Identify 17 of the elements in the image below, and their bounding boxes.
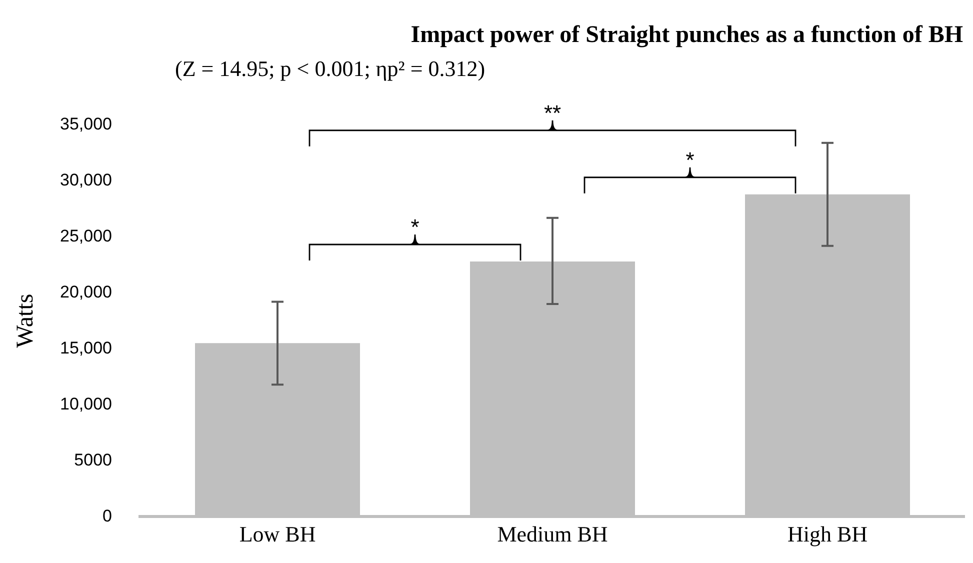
y-tick-label: 5000 [74,450,112,470]
y-tick-label: 20,000 [60,282,112,302]
chart-subtitle: (Z = 14.95; p < 0.001; ηp² = 0.312) [175,56,486,81]
y-tick-label: 15,000 [60,338,112,358]
y-tick-label: 10,000 [60,394,112,414]
y-tick-label: 30,000 [60,170,112,190]
annotation: * [686,147,695,172]
y-tick-label: 35,000 [60,114,112,134]
x-tick-label: Medium BH [497,522,608,547]
y-tick-label: 25,000 [60,226,112,246]
annotation: ** [544,100,562,126]
x-tick-label: Low BH [239,522,316,547]
chart-title: Impact power of Straight punches as a function of BH [410,22,964,48]
y-axis-title: Watts [12,294,39,348]
x-tick-label: High BH [787,522,868,547]
annotation: * [410,214,420,240]
y-tick-label: 0 [102,506,112,526]
